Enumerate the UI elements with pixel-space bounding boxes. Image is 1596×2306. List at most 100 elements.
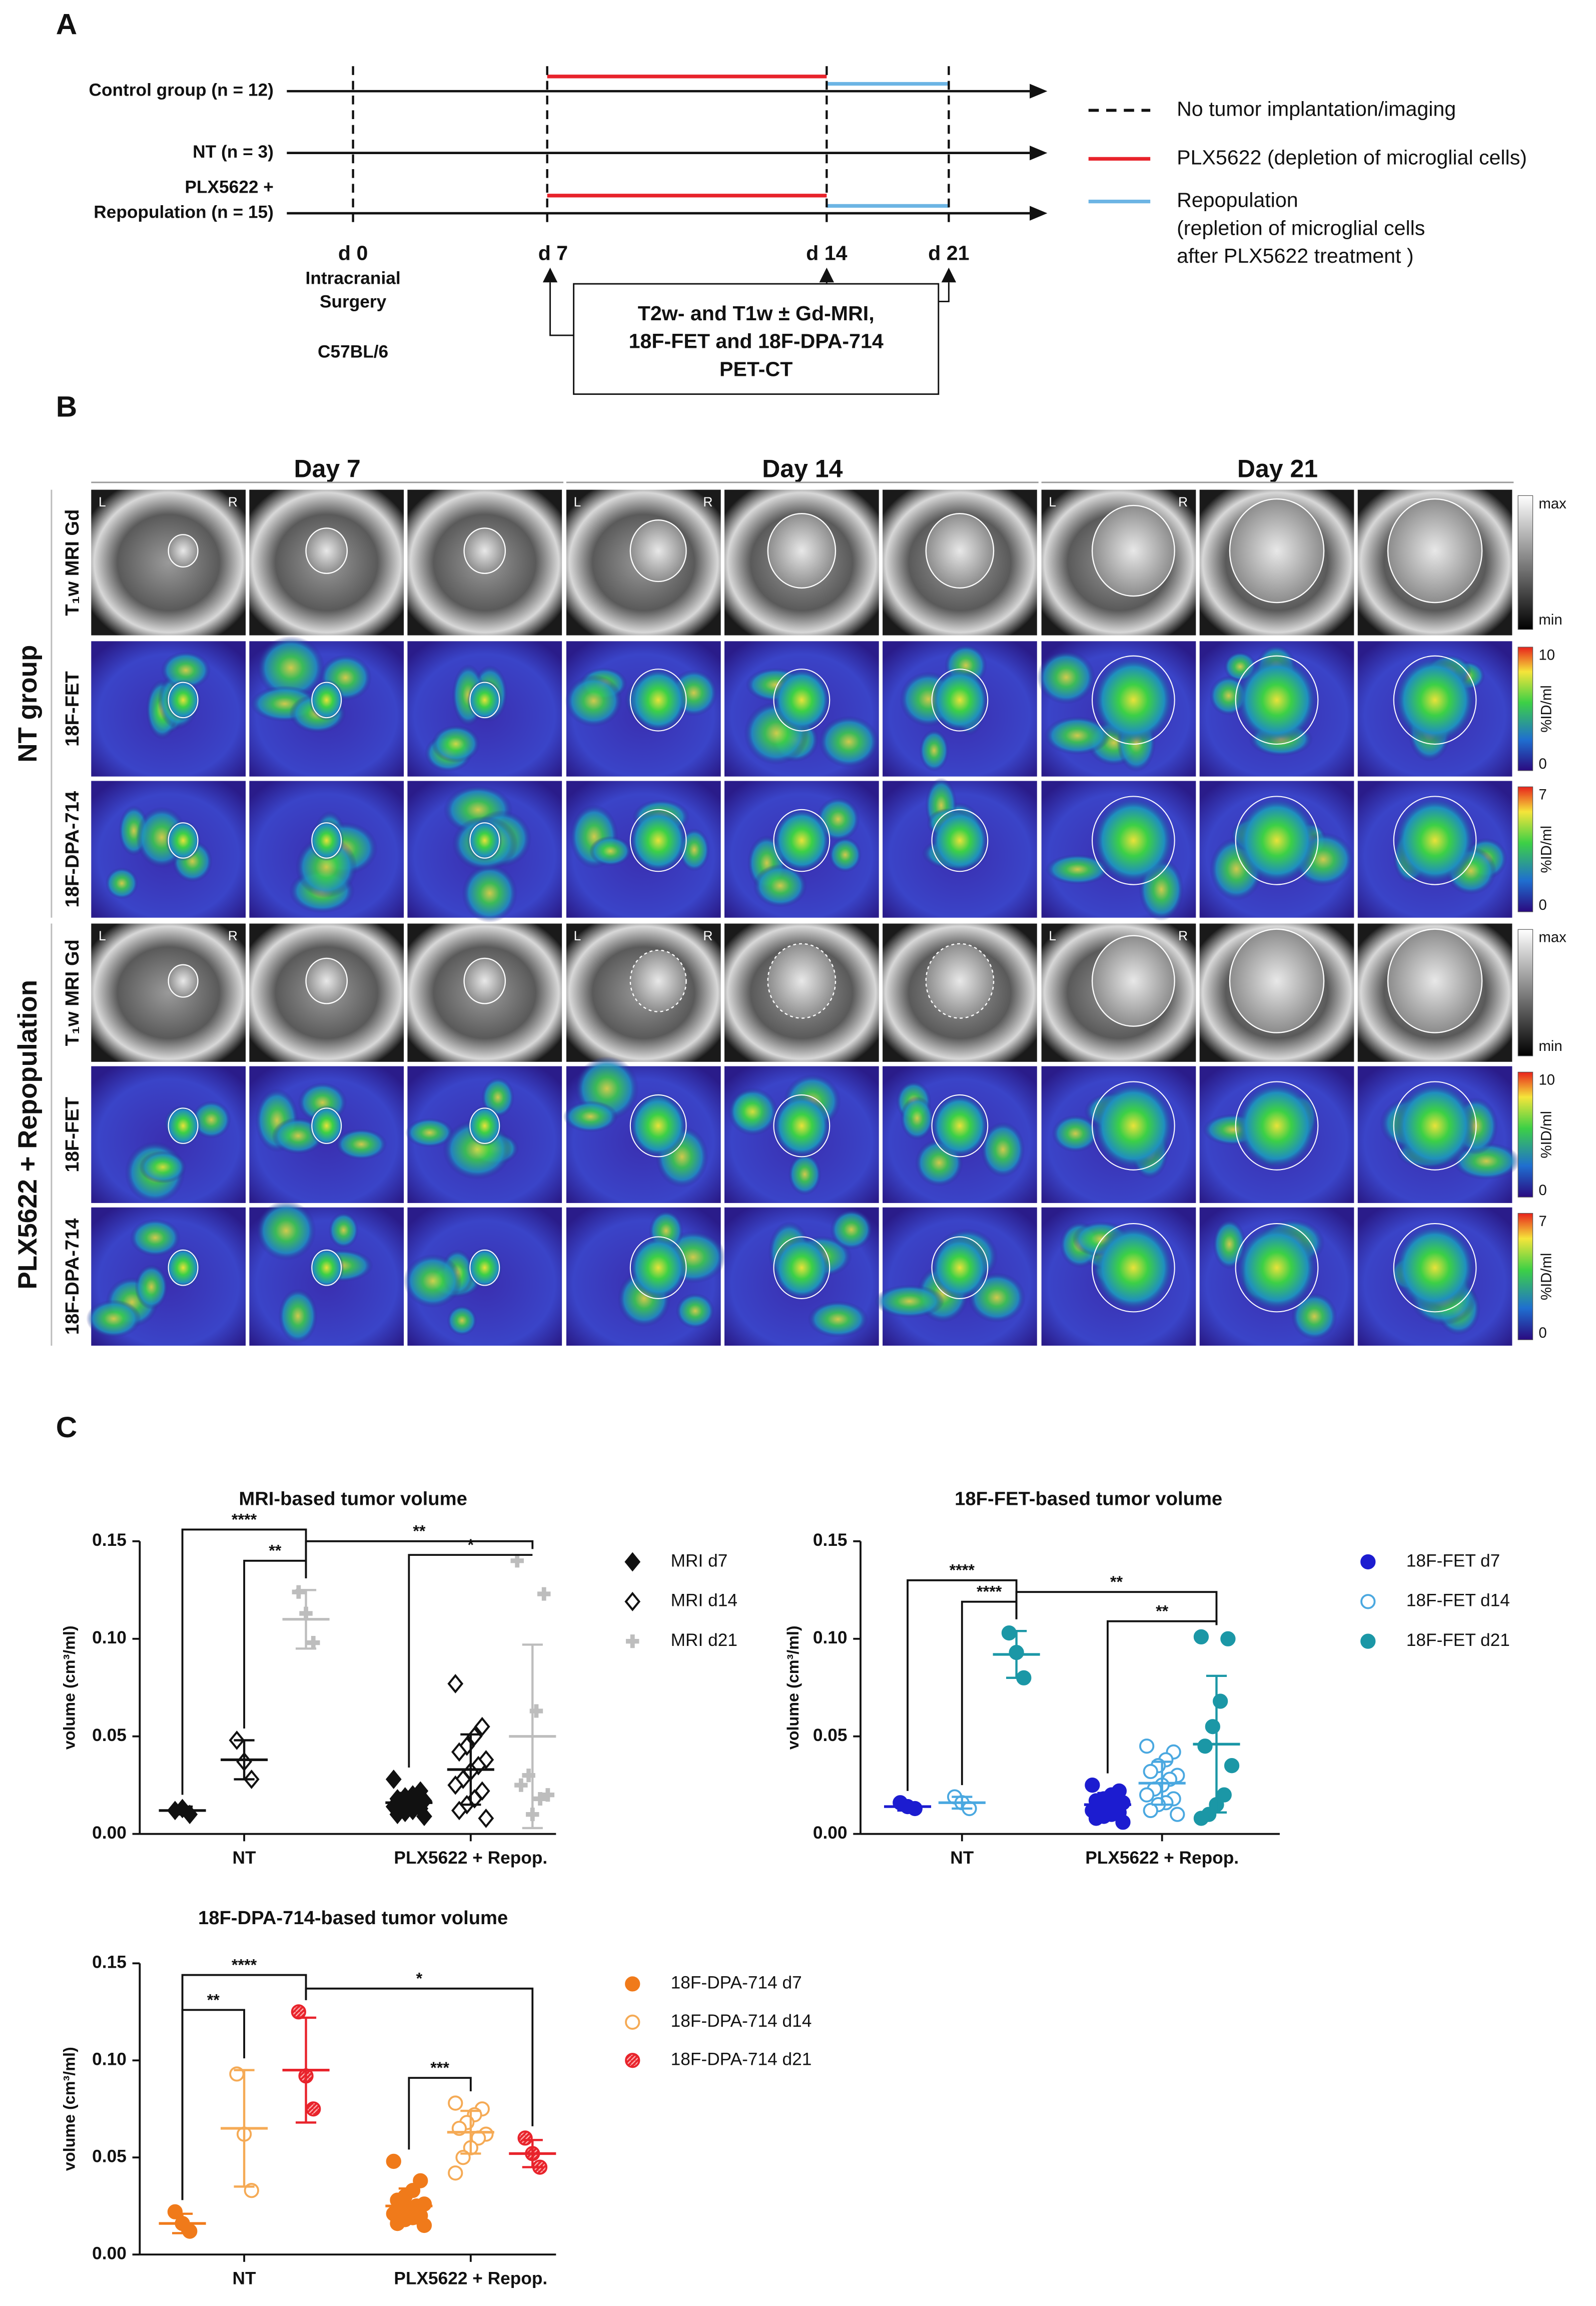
y-axis-label: volume (cm³/ml)	[61, 1625, 79, 1750]
orientation-label: R	[1178, 928, 1188, 943]
legend-text: Repopulation	[1177, 188, 1298, 211]
y-tick-label: 0.00	[813, 1823, 848, 1843]
significance-label: ****	[232, 1510, 257, 1528]
point	[478, 1809, 494, 1828]
x-tick-label: NT	[233, 2268, 256, 2288]
tumor-outline	[931, 1094, 989, 1158]
uptake	[278, 1288, 318, 1344]
y-tick-label: 0.10	[92, 1628, 127, 1647]
point	[1197, 1739, 1213, 1754]
significance-bracket	[408, 1554, 533, 1768]
tumor-outline	[931, 1236, 989, 1299]
legend-marker	[624, 1552, 641, 1572]
tumor-outline	[629, 1094, 687, 1158]
image-cell	[249, 1066, 404, 1203]
image-cell	[405, 1066, 562, 1203]
tumor-region	[1387, 498, 1483, 604]
colorbar	[1517, 929, 1533, 1056]
tumor-region	[1229, 498, 1325, 604]
tumor-uptake	[930, 1093, 990, 1159]
group-label: NT (n = 3)	[193, 142, 274, 162]
tumor-uptake	[165, 679, 201, 721]
x-tick-label: PLX5622 + Repop.	[394, 2268, 547, 2288]
image-cell	[91, 1066, 246, 1204]
image-cell	[883, 641, 1037, 777]
point	[537, 1587, 551, 1601]
strain-label: C57BL/6	[318, 342, 388, 362]
tumor-outline	[1091, 1223, 1175, 1313]
image-cell	[407, 781, 562, 923]
image-cell	[403, 1207, 562, 1346]
legend-label: MRI d7	[671, 1551, 728, 1570]
tumor-uptake	[1235, 1081, 1318, 1170]
uptake	[86, 1299, 142, 1338]
significance-label: **	[269, 1542, 282, 1560]
timepoint-label: d 0	[338, 241, 368, 264]
tumor-uptake	[1235, 1224, 1318, 1312]
uptake	[563, 1100, 618, 1132]
image-cell	[874, 1207, 1037, 1346]
image-cell	[1199, 1207, 1354, 1346]
imaging-box	[573, 283, 940, 395]
uptake	[257, 636, 325, 700]
uptake	[462, 864, 518, 923]
uptake	[753, 864, 808, 908]
image-cell	[91, 641, 246, 777]
tumor-outline	[931, 809, 989, 872]
tumor-outline	[469, 1107, 500, 1144]
y-tick-label: 0.05	[92, 2147, 127, 2166]
image-cell	[249, 489, 404, 636]
tumor-outline	[629, 809, 687, 872]
tumor-outline	[773, 1236, 831, 1299]
significance-label: **	[1110, 1573, 1123, 1591]
legend-marker	[1360, 1594, 1376, 1609]
orientation-label: R	[1178, 494, 1188, 509]
tumor-outline	[1393, 655, 1477, 745]
point	[447, 1775, 464, 1795]
tumor-region	[1229, 928, 1325, 1033]
point	[541, 1788, 555, 1802]
uptake	[565, 675, 622, 727]
y-axis-label: volume (cm³/ml)	[784, 1625, 802, 1750]
image-cell	[724, 923, 879, 1062]
colorbar-label: 0	[1538, 1325, 1546, 1341]
significance-label: *	[416, 1970, 423, 1988]
orientation-label: R	[703, 494, 712, 509]
legend-text: (repletion of microglial cells	[1177, 216, 1425, 239]
tumor-outline	[629, 669, 687, 732]
arrow-head	[1030, 206, 1048, 221]
colorbar-unit: %ID/ml	[1538, 826, 1555, 873]
group-label: PLX5622 + Repopulation	[13, 980, 43, 1290]
image-cell	[1357, 641, 1512, 777]
legend-label: MRI d14	[671, 1591, 737, 1610]
connector	[549, 282, 574, 336]
chart-title: MRI-based tumor volume	[239, 1488, 467, 1510]
colorbar-label: 0	[1538, 756, 1546, 772]
point	[1193, 1629, 1209, 1645]
point	[1115, 1815, 1131, 1830]
orientation-label: R	[703, 928, 712, 943]
uptake	[819, 716, 879, 768]
surgery-label: Intracranial	[306, 269, 401, 288]
uptake	[900, 1096, 934, 1140]
uptake	[808, 1301, 869, 1338]
timepoint-label: d 21	[928, 241, 969, 264]
tumor-uptake	[772, 1093, 832, 1159]
point	[447, 1674, 464, 1693]
tumor-uptake	[467, 679, 503, 721]
uptake	[431, 725, 480, 763]
y-tick-label: 0.10	[92, 2050, 127, 2069]
image-cell	[1041, 1207, 1196, 1346]
image-cell	[1199, 1066, 1354, 1203]
image-cell	[1199, 489, 1354, 636]
colorbar-label: 7	[1538, 787, 1546, 803]
image-cell	[1357, 923, 1512, 1062]
tumor-region	[1091, 504, 1175, 597]
colorbar-unit: %ID/ml	[1538, 1253, 1555, 1301]
uptake	[335, 1128, 387, 1160]
arrow-head	[1030, 145, 1048, 161]
chart-title: 18F-FET-based tumor volume	[955, 1488, 1222, 1510]
